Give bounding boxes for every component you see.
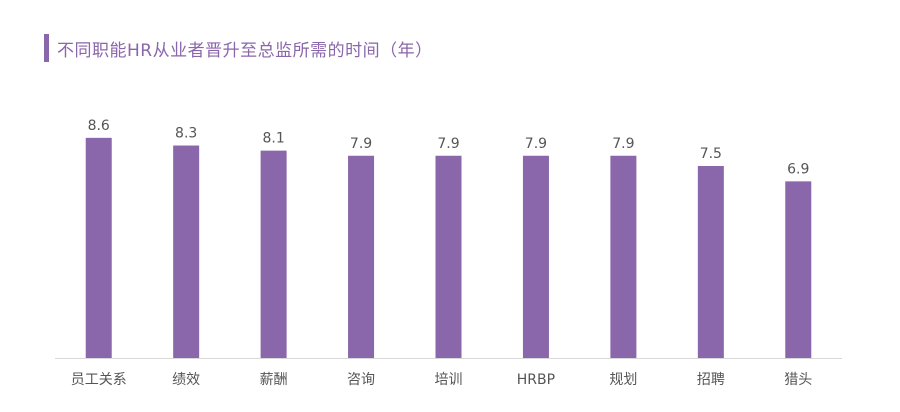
category-label-4: 培训: [435, 372, 463, 388]
bar-6: [610, 155, 637, 358]
category-label-5: HRBP: [517, 372, 555, 388]
chart-title: 不同职能HR从业者晋升至总监所需的时间（年）: [57, 40, 433, 61]
value-label-4: 7.9: [437, 136, 459, 152]
value-label-1: 8.3: [175, 126, 197, 142]
value-label-6: 7.9: [612, 136, 634, 152]
bar-3: [348, 155, 375, 358]
bar-8: [785, 181, 812, 358]
bar-7: [697, 166, 724, 358]
category-label-3: 咨询: [347, 372, 375, 388]
bar-5: [522, 155, 549, 358]
bar-1: [173, 145, 200, 358]
value-label-0: 8.6: [88, 118, 110, 134]
value-label-5: 7.9: [525, 136, 547, 152]
value-label-2: 8.1: [262, 131, 284, 147]
value-label-7: 7.5: [700, 146, 722, 162]
bar-4: [435, 155, 462, 358]
category-label-1: 绩效: [172, 372, 200, 388]
title-accent-bar: [44, 34, 49, 62]
value-label-8: 6.9: [787, 161, 809, 177]
value-label-3: 7.9: [350, 136, 372, 152]
category-label-8: 猎头: [784, 372, 812, 388]
category-label-7: 招聘: [697, 372, 725, 388]
category-label-0: 员工关系: [71, 372, 127, 388]
category-label-2: 薪酬: [260, 372, 288, 388]
bars-group: [85, 137, 812, 358]
bar-0: [85, 137, 112, 358]
value-labels-group: 8.6 8.3 8.1 7.9 7.9 7.9 7.9 7.5 6.9: [88, 118, 810, 178]
bar-2: [260, 150, 287, 358]
chart-title-block: 不同职能HR从业者晋升至总监所需的时间（年）: [44, 34, 433, 62]
category-labels-group: 员工关系 绩效 薪酬 咨询 培训 HRBP 规划 招聘 猎头: [71, 372, 813, 388]
category-label-6: 规划: [609, 372, 637, 388]
